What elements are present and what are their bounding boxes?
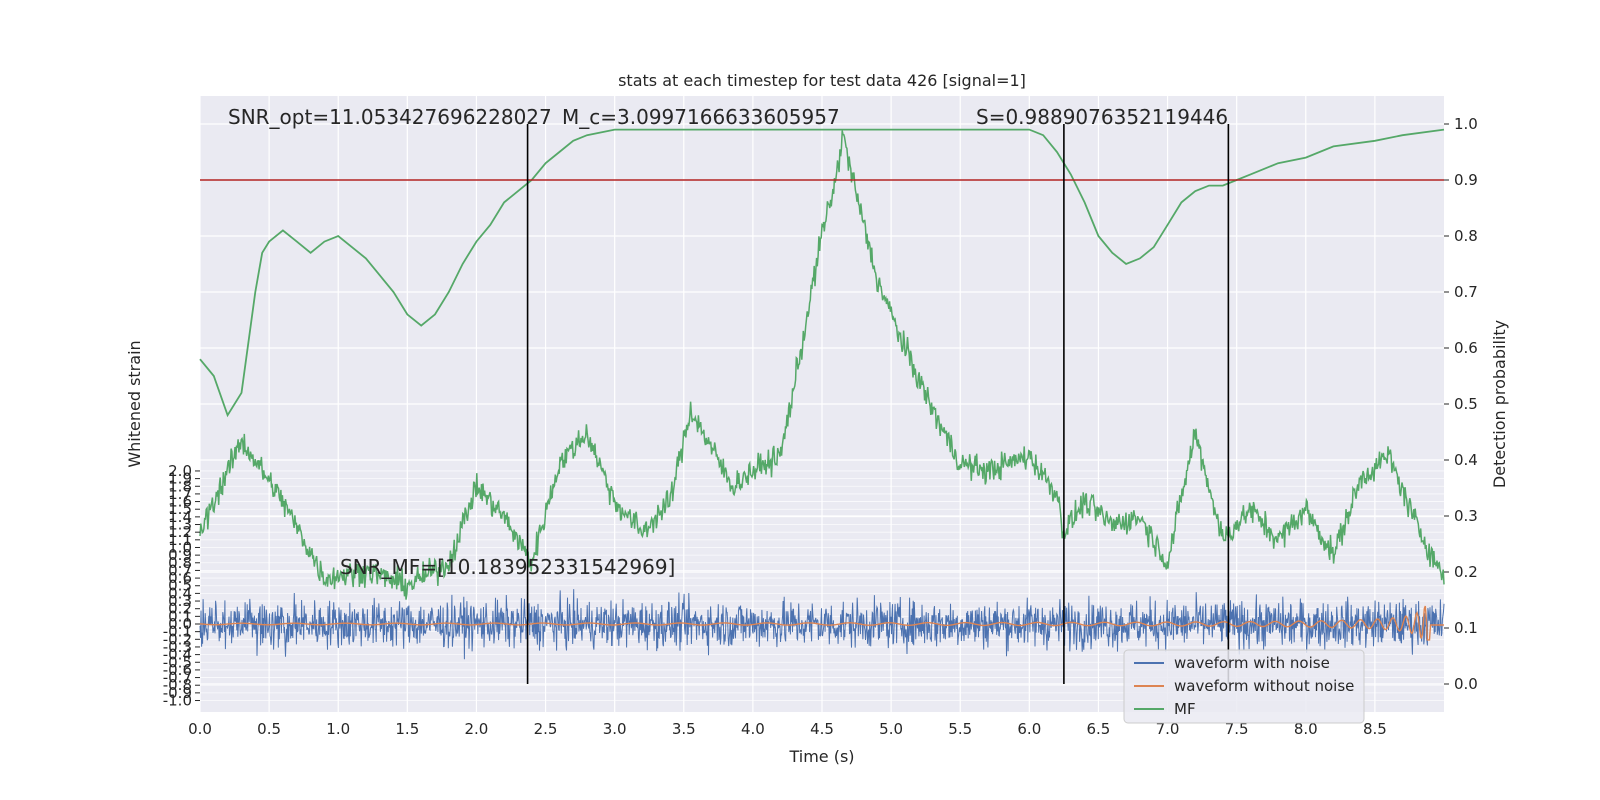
right-tick-label: 0.3 bbox=[1454, 507, 1478, 525]
left-tick-label: 0.5 bbox=[168, 577, 192, 595]
legend-label-noise: waveform with noise bbox=[1174, 654, 1330, 672]
left-tick-label: 0.4 bbox=[168, 584, 192, 602]
left-tick-label: 1.3 bbox=[168, 516, 192, 534]
chart-title: stats at each timestep for test data 426… bbox=[618, 71, 1026, 90]
left-tick-label: 0.8 bbox=[168, 554, 192, 572]
left-tick-label: -0.4 bbox=[163, 646, 192, 664]
x-tick-label: 7.5 bbox=[1225, 720, 1249, 738]
left-tick-label: -0.2 bbox=[163, 630, 192, 648]
left-tick-label: -0.5 bbox=[163, 653, 192, 671]
x-tick-label: 0.0 bbox=[188, 720, 212, 738]
x-tick-label: 1.0 bbox=[326, 720, 350, 738]
legend: waveform with noise waveform without noi… bbox=[1123, 649, 1365, 724]
x-tick-label: 5.0 bbox=[879, 720, 903, 738]
right-tick-label: 0.6 bbox=[1454, 339, 1478, 357]
x-tick-label: 6.5 bbox=[1087, 720, 1111, 738]
right-tick-label: 1.0 bbox=[1454, 115, 1478, 133]
x-tick-label: 7.0 bbox=[1156, 720, 1180, 738]
left-tick-label: 1.7 bbox=[168, 485, 192, 503]
left-tick-label: 1.2 bbox=[168, 523, 192, 541]
left-tick-label: -0.6 bbox=[163, 661, 192, 679]
left-tick-label: 0.7 bbox=[168, 561, 192, 579]
x-tick-label: 3.0 bbox=[603, 720, 627, 738]
annotation-s: S=0.9889076352119446 bbox=[976, 105, 1228, 129]
right-tick-label: 0.5 bbox=[1454, 395, 1478, 413]
series-waveform-without-noise bbox=[199, 605, 1444, 641]
left-tick-label: 0.2 bbox=[168, 600, 192, 618]
right-tick-label: 0.2 bbox=[1454, 563, 1478, 581]
right-tick-label: 0.0 bbox=[1454, 675, 1478, 693]
legend-label-mf: MF bbox=[1174, 700, 1196, 718]
left-tick-label: 1.4 bbox=[168, 508, 192, 526]
x-tick-label: 2.5 bbox=[534, 720, 558, 738]
left-tick-label: 1.9 bbox=[168, 470, 192, 488]
left-tick-label: 1.6 bbox=[168, 493, 192, 511]
left-tick-label: -0.9 bbox=[163, 684, 192, 702]
series-mf bbox=[199, 130, 1445, 600]
x-tick-label: 2.0 bbox=[465, 720, 489, 738]
x-axis-title: Time (s) bbox=[788, 747, 854, 766]
x-tick-label: 8.0 bbox=[1294, 720, 1318, 738]
left-tick-label: -0.7 bbox=[163, 669, 192, 687]
x-tick-label: 4.0 bbox=[741, 720, 765, 738]
ticks-layer: 0.0 0.5 1.0 1.5 2.0 2.5 3.0 3.5 4.0 4.5 5.0 5.5 6.0 6… bbox=[163, 115, 1478, 738]
overlay-layer bbox=[200, 124, 1444, 684]
y-axis-title-left: Whitened strain bbox=[125, 340, 144, 467]
right-tick-label: 0.9 bbox=[1454, 171, 1478, 189]
left-tick-label: 0.0 bbox=[168, 615, 192, 633]
legend-box bbox=[1123, 649, 1365, 724]
x-tick-label: 0.5 bbox=[257, 720, 281, 738]
legend-label-clean: waveform without noise bbox=[1174, 677, 1354, 695]
left-tick-label: 0.1 bbox=[168, 607, 192, 625]
left-tick-label: 0.9 bbox=[168, 546, 192, 564]
y-axis-title-right: Detection probability bbox=[1490, 320, 1509, 488]
x-tick-label: 8.5 bbox=[1363, 720, 1387, 738]
left-tick-label: -0.8 bbox=[163, 676, 192, 694]
right-tick-label: 0.4 bbox=[1454, 451, 1478, 469]
left-tick-label: -0.1 bbox=[163, 623, 192, 641]
annotation-snr-mf: SNR_MF=[10.183952331542969] bbox=[340, 555, 675, 579]
x-tick-label: 5.5 bbox=[948, 720, 972, 738]
right-tick-label: 0.1 bbox=[1454, 619, 1478, 637]
x-tick-label: 4.5 bbox=[810, 720, 834, 738]
right-tick-label: 0.7 bbox=[1454, 283, 1478, 301]
right-tick-label: 0.8 bbox=[1454, 227, 1478, 245]
left-tick-label: 1.0 bbox=[168, 538, 192, 556]
x-tick-label: 1.5 bbox=[395, 720, 419, 738]
left-tick-label: 1.1 bbox=[168, 531, 192, 549]
x-tick-label: 3.5 bbox=[672, 720, 696, 738]
left-tick-label: 0.6 bbox=[168, 569, 192, 587]
left-tick-label: 2.0 bbox=[168, 462, 192, 480]
annotation-snr-opt: SNR_opt=11.053427696228027 bbox=[228, 105, 552, 129]
left-tick-label: -1.0 bbox=[163, 692, 192, 710]
series-detection-probability bbox=[199, 128, 1445, 418]
series-layer bbox=[199, 128, 1445, 660]
left-tick-label: 1.5 bbox=[168, 500, 192, 518]
x-tick-label: 6.0 bbox=[1017, 720, 1041, 738]
annotation-mc: M_c=3.0997166633605957 bbox=[562, 105, 840, 129]
left-tick-label: -0.3 bbox=[163, 638, 192, 656]
series-waveform-with-noise bbox=[199, 589, 1445, 660]
left-tick-label: 0.3 bbox=[168, 592, 192, 610]
left-tick-label: 1.8 bbox=[168, 477, 192, 495]
